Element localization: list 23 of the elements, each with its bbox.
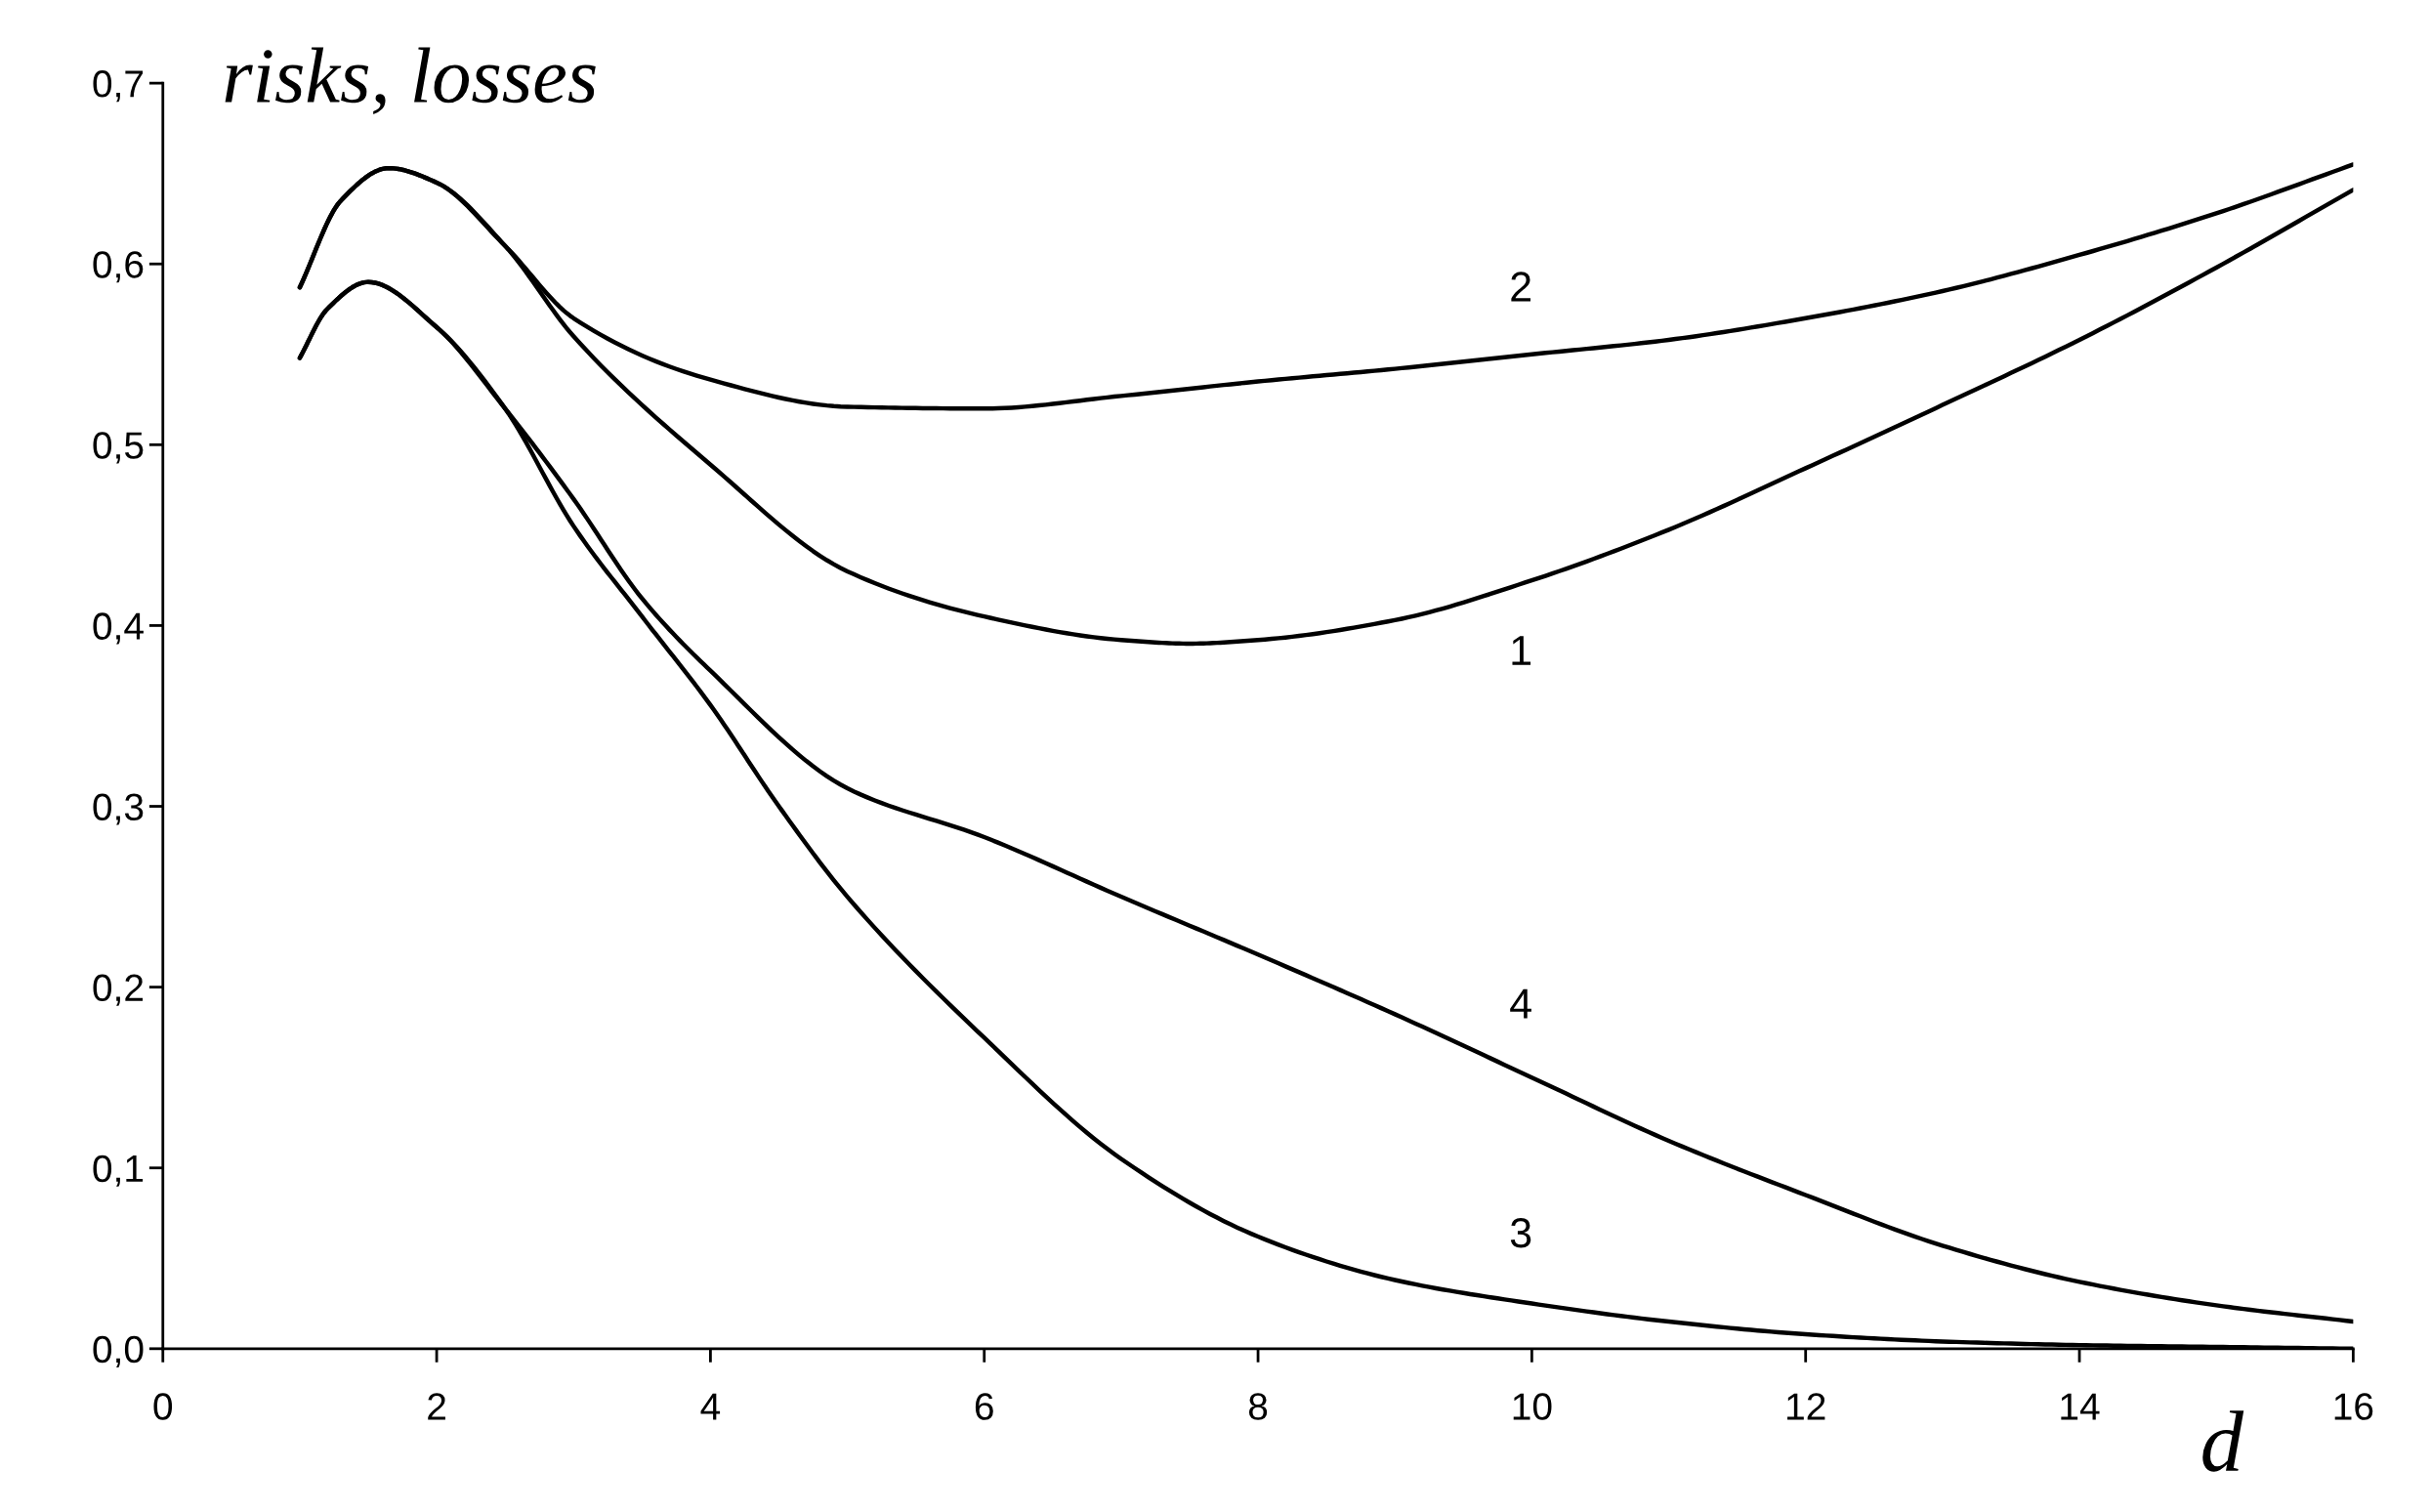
x-tick-label: 6 — [975, 1393, 993, 1420]
x-tick-label: 12 — [1787, 1393, 1825, 1420]
y-tick-label: 0,1 — [93, 1155, 144, 1187]
series-label: 2 — [1511, 272, 1530, 302]
y-tick-label: 0,6 — [93, 251, 144, 283]
y-tick-label: 0,2 — [93, 974, 144, 1006]
y-tick-label: 0,3 — [93, 793, 144, 825]
series-label: 3 — [1510, 1218, 1531, 1248]
series-label: 1 — [1512, 636, 1531, 665]
y-tick-label: 0,4 — [93, 612, 144, 645]
x-tick-label: 2 — [428, 1393, 445, 1420]
x-tick-label: 0 — [153, 1393, 173, 1420]
series-label: 4 — [1510, 988, 1531, 1019]
x-tick-label: 8 — [1248, 1393, 1268, 1420]
x-tick-label: 4 — [700, 1393, 721, 1420]
y-tick-label: 0,0 — [93, 1335, 144, 1367]
y-tick-label: 0,5 — [93, 432, 144, 464]
x-tick-label: 16 — [2334, 1393, 2373, 1420]
y-tick-label: 0,7 — [93, 70, 144, 103]
x-tick-label: 14 — [2061, 1393, 2100, 1420]
y-axis-title: risks, losses — [225, 47, 596, 114]
x-axis-title: d — [2202, 1410, 2244, 1472]
x-tick-label: 10 — [1513, 1393, 1552, 1420]
